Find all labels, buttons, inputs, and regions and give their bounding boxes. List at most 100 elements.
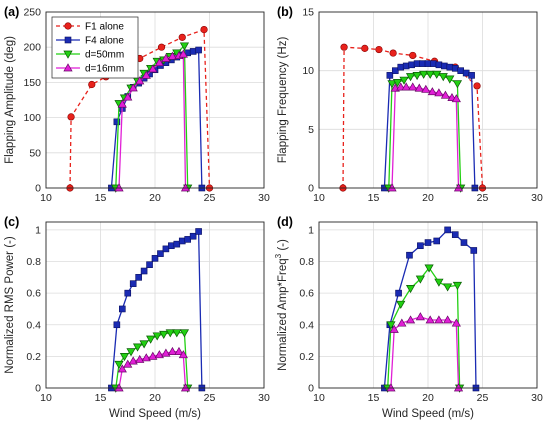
data-point-f1-alone	[361, 44, 369, 52]
data-point-d-16mm	[401, 82, 411, 91]
legend: F1 alone F4 alone d=50mm d=16mm	[51, 16, 139, 79]
chart-panel-a: 10 15 20 25 30 0 50 100 150 200 250 (a) Flapping Amp…	[4, 5, 270, 204]
data-point-f4-alone	[433, 237, 441, 245]
data-point-d-50mm	[179, 42, 190, 51]
y-tick-label: 0.8	[299, 256, 314, 268]
data-point-f4-alone	[391, 67, 399, 74]
data-point-d-50mm	[434, 278, 444, 287]
data-point-d-16mm	[148, 64, 158, 73]
x-tick-label: 15	[368, 192, 380, 204]
x-tick-label: 25	[477, 392, 489, 404]
data-point-f4-alone	[119, 305, 126, 313]
data-point-d-16mm	[405, 315, 416, 324]
data-point-f4-alone	[184, 236, 191, 243]
data-point-d-50mm	[392, 79, 403, 88]
data-point-f4-alone	[140, 267, 148, 275]
legend-marker-f4-alone	[64, 36, 72, 44]
y-axis-label-tail: (-)	[277, 239, 289, 254]
x-tick-label: 20	[422, 192, 434, 204]
x-tick-label: 30	[258, 192, 270, 204]
data-point-f1-alone	[389, 49, 397, 57]
y-tick-label: 10	[302, 65, 314, 77]
data-point-d-50mm	[432, 70, 442, 79]
y-tick-label: 0.4	[299, 319, 314, 331]
data-point-f4-alone	[457, 67, 465, 74]
y-tick-label: 200	[23, 42, 41, 54]
data-point-d-50mm	[445, 75, 455, 84]
data-point-d-16mm	[434, 88, 444, 97]
data-point-f4-alone	[129, 280, 137, 287]
x-tick-label: 25	[204, 392, 216, 404]
data-point-f4-alone	[424, 239, 432, 246]
x-tick-label: 25	[477, 192, 489, 204]
y-tick-label: 150	[23, 77, 41, 89]
data-point-d-50mm	[172, 329, 182, 338]
axes-frame	[318, 11, 538, 189]
data-point-f4-alone	[430, 60, 437, 67]
data-point-f4-alone	[386, 72, 394, 79]
data-point-f1-alone	[473, 82, 481, 90]
x-tick-label: 15	[368, 392, 380, 404]
data-point-f4-alone	[406, 251, 413, 259]
data-point-d-16mm	[415, 312, 425, 321]
y-tick-label: 0	[35, 183, 41, 195]
legend-label-d-16mm: d=16mm	[85, 64, 124, 75]
y-tick-label: 0	[308, 383, 314, 395]
data-point-d-50mm	[396, 300, 406, 309]
legend-label-f1-alone: F1 alone	[85, 22, 124, 33]
data-point-d-50mm	[405, 73, 416, 82]
data-point-d-16mm	[128, 83, 138, 92]
x-axis-label: Wind Speed (m/s)	[109, 408, 201, 420]
data-point-d-16mm	[154, 350, 164, 359]
data-point-f4-alone	[413, 60, 421, 67]
y-tick-label: 15	[302, 7, 314, 19]
data-point-d-50mm	[386, 321, 396, 330]
y-tick-label: 0.2	[26, 351, 41, 363]
y-axis-label: Flapping Amplitude (deg)	[4, 36, 16, 164]
x-tick-label: 10	[313, 392, 325, 404]
data-point-d-16mm	[117, 99, 127, 108]
data-point-f4-alone	[408, 61, 415, 69]
axes-frame	[45, 11, 265, 189]
data-point-d-16mm	[180, 183, 191, 192]
data-point-d-16mm	[154, 57, 164, 67]
data-point-d-16mm	[174, 346, 184, 355]
data-point-f4-alone	[417, 242, 424, 250]
data-point-d-16mm	[387, 183, 397, 192]
x-tick-label: 20	[149, 392, 161, 404]
y-tick-label: 5	[308, 124, 314, 136]
data-point-d-50mm	[119, 353, 130, 362]
data-point-d-16mm	[453, 183, 464, 192]
legend-marker-d-50mm	[63, 50, 73, 59]
y-tick-label: 100	[23, 112, 41, 124]
y-tick-label: 0.6	[26, 288, 41, 300]
data-point-d-50mm	[152, 332, 162, 341]
x-tick-label: 10	[313, 192, 325, 204]
data-point-f4-alone	[444, 226, 451, 234]
series-line-d-50mm	[387, 266, 461, 389]
data-point-d-16mm	[389, 324, 399, 333]
data-point-f1-alone	[340, 43, 348, 51]
y-axis-label-superscript: 3	[274, 253, 283, 258]
data-point-d-16mm	[443, 315, 453, 324]
data-point-f4-alone	[402, 62, 410, 70]
data-point-d-16mm	[397, 318, 407, 327]
legend-marker-d-16mm	[63, 63, 73, 72]
x-tick-label: 10	[40, 392, 52, 404]
data-point-d-50mm	[412, 72, 422, 81]
x-tick-label: 25	[204, 192, 216, 204]
data-point-d-16mm	[114, 383, 124, 392]
data-point-f1-alone	[409, 51, 417, 60]
panel-label: (c)	[4, 215, 19, 229]
y-tick-label: 250	[23, 7, 41, 19]
panel-label: (a)	[4, 5, 19, 19]
data-point-f4-alone	[462, 69, 470, 77]
data-point-f4-alone	[162, 245, 170, 253]
y-axis-label: Flapping Frequency (Hz)	[277, 37, 289, 164]
data-point-f4-alone	[395, 289, 402, 297]
data-point-d-16mm	[141, 70, 151, 79]
data-point-d-16mm	[161, 348, 171, 357]
data-point-d-50mm	[132, 343, 143, 352]
data-point-d-16mm	[114, 183, 124, 192]
